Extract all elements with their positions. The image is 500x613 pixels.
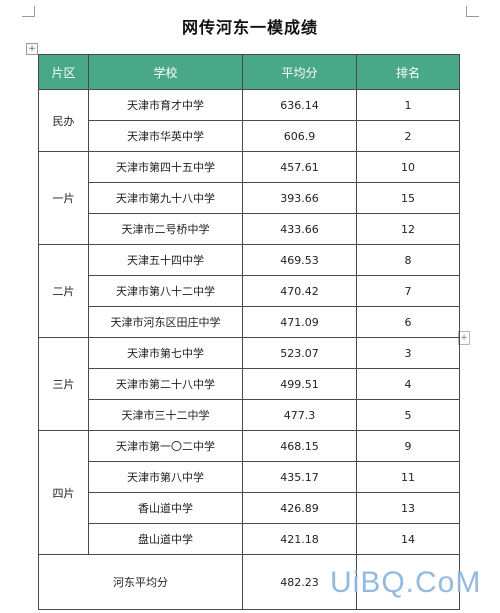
summary-label-cell: 河东平均分: [38, 554, 243, 610]
rank-cell: 11: [356, 461, 460, 493]
school-cell: 天津市华英中学: [88, 120, 243, 152]
district-cell: 二片: [38, 244, 89, 338]
district-cell: 四片: [38, 430, 89, 555]
school-cell: 天津市育才中学: [88, 89, 243, 121]
table-row: 二片 天津五十四中学 469.53 8: [38, 244, 460, 338]
table-row: 天津市二号桥中学 433.66 12: [39, 213, 460, 245]
average-cell: 393.66: [242, 182, 357, 214]
table-row: 民办 天津市育才中学 636.14 1: [38, 89, 460, 152]
district-cell: 三片: [38, 337, 89, 431]
school-cell: 盘山道中学: [88, 523, 243, 555]
average-cell: 523.07: [242, 337, 357, 369]
rank-cell: 7: [356, 275, 460, 307]
average-cell: 468.15: [242, 430, 357, 462]
summary-row: 河东平均分 482.23: [38, 554, 460, 610]
table-row: 四片 天津市第一〇二中学 468.15 9: [38, 430, 460, 555]
header-rank: 排名: [356, 54, 460, 90]
rank-cell: 9: [356, 430, 460, 462]
table-row: 天津市河东区田庄中学 471.09 6: [39, 306, 460, 338]
average-cell: 636.14: [242, 89, 357, 121]
table-row: 天津市华英中学 606.9 2: [39, 120, 460, 152]
average-cell: 426.89: [242, 492, 357, 524]
school-cell: 天津市第九十八中学: [88, 182, 243, 214]
table-row: 天津市三十二中学 477.3 5: [39, 399, 460, 431]
table-row: 天津市第九十八中学 393.66 15: [39, 182, 460, 214]
average-cell: 469.53: [242, 244, 357, 276]
page-corner-mark-right: [466, 6, 479, 17]
school-cell: 天津市河东区田庄中学: [88, 306, 243, 338]
table-header-row: 片区 学校 平均分 排名: [38, 54, 460, 90]
table-row: 盘山道中学 421.18 14: [39, 523, 460, 555]
header-school: 学校: [88, 54, 243, 90]
average-cell: 499.51: [242, 368, 357, 400]
district-cell: 一片: [38, 151, 89, 245]
table-row: 天津市第八十二中学 470.42 7: [39, 275, 460, 307]
table-move-handle-icon[interactable]: +: [26, 43, 38, 55]
table-row: 天津市第八中学 435.17 11: [39, 461, 460, 493]
school-cell: 天津五十四中学: [88, 244, 243, 276]
school-cell: 天津市第二十八中学: [88, 368, 243, 400]
summary-rank-cell: [356, 554, 460, 610]
school-cell: 天津市第七中学: [88, 337, 243, 369]
scores-table: 片区 学校 平均分 排名 民办 天津市育才中学 636.14 1 天津市华英中学…: [38, 54, 460, 610]
table-row: 香山道中学 426.89 13: [39, 492, 460, 524]
header-average: 平均分: [242, 54, 357, 90]
district-cell: 民办: [38, 89, 89, 152]
rank-cell: 3: [356, 337, 460, 369]
school-cell: 天津市三十二中学: [88, 399, 243, 431]
rank-cell: 15: [356, 182, 460, 214]
average-cell: 471.09: [242, 306, 357, 338]
school-cell: 天津市第八中学: [88, 461, 243, 493]
average-cell: 433.66: [242, 213, 357, 245]
rank-cell: 5: [356, 399, 460, 431]
table-row: 天津市第二十八中学 499.51 4: [39, 368, 460, 400]
school-cell: 天津市第一〇二中学: [88, 430, 243, 462]
header-district: 片区: [38, 54, 89, 90]
table-row: 一片 天津市第四十五中学 457.61 10: [38, 151, 460, 245]
school-cell: 香山道中学: [88, 492, 243, 524]
rank-cell: 10: [356, 151, 460, 183]
school-cell: 天津市第八十二中学: [88, 275, 243, 307]
rank-cell: 13: [356, 492, 460, 524]
page-corner-mark-left: [22, 6, 35, 17]
average-cell: 477.3: [242, 399, 357, 431]
average-cell: 421.18: [242, 523, 357, 555]
rank-cell: 12: [356, 213, 460, 245]
document-title: 网传河东一模成绩: [181, 18, 318, 37]
average-cell: 435.17: [242, 461, 357, 493]
rank-cell: 2: [356, 120, 460, 152]
site-watermark: UiBQ.CoM: [330, 566, 482, 599]
table-row: 三片 天津市第七中学 523.07 3: [38, 337, 460, 431]
average-cell: 457.61: [242, 151, 357, 183]
school-cell: 天津市第四十五中学: [88, 151, 243, 183]
school-cell: 天津市二号桥中学: [88, 213, 243, 245]
average-cell: 470.42: [242, 275, 357, 307]
rank-cell: 4: [356, 368, 460, 400]
rank-cell: 14: [356, 523, 460, 555]
average-cell: 606.9: [242, 120, 357, 152]
rank-cell: 1: [356, 89, 460, 121]
rank-cell: 8: [356, 244, 460, 276]
rank-cell: 6: [356, 306, 460, 338]
